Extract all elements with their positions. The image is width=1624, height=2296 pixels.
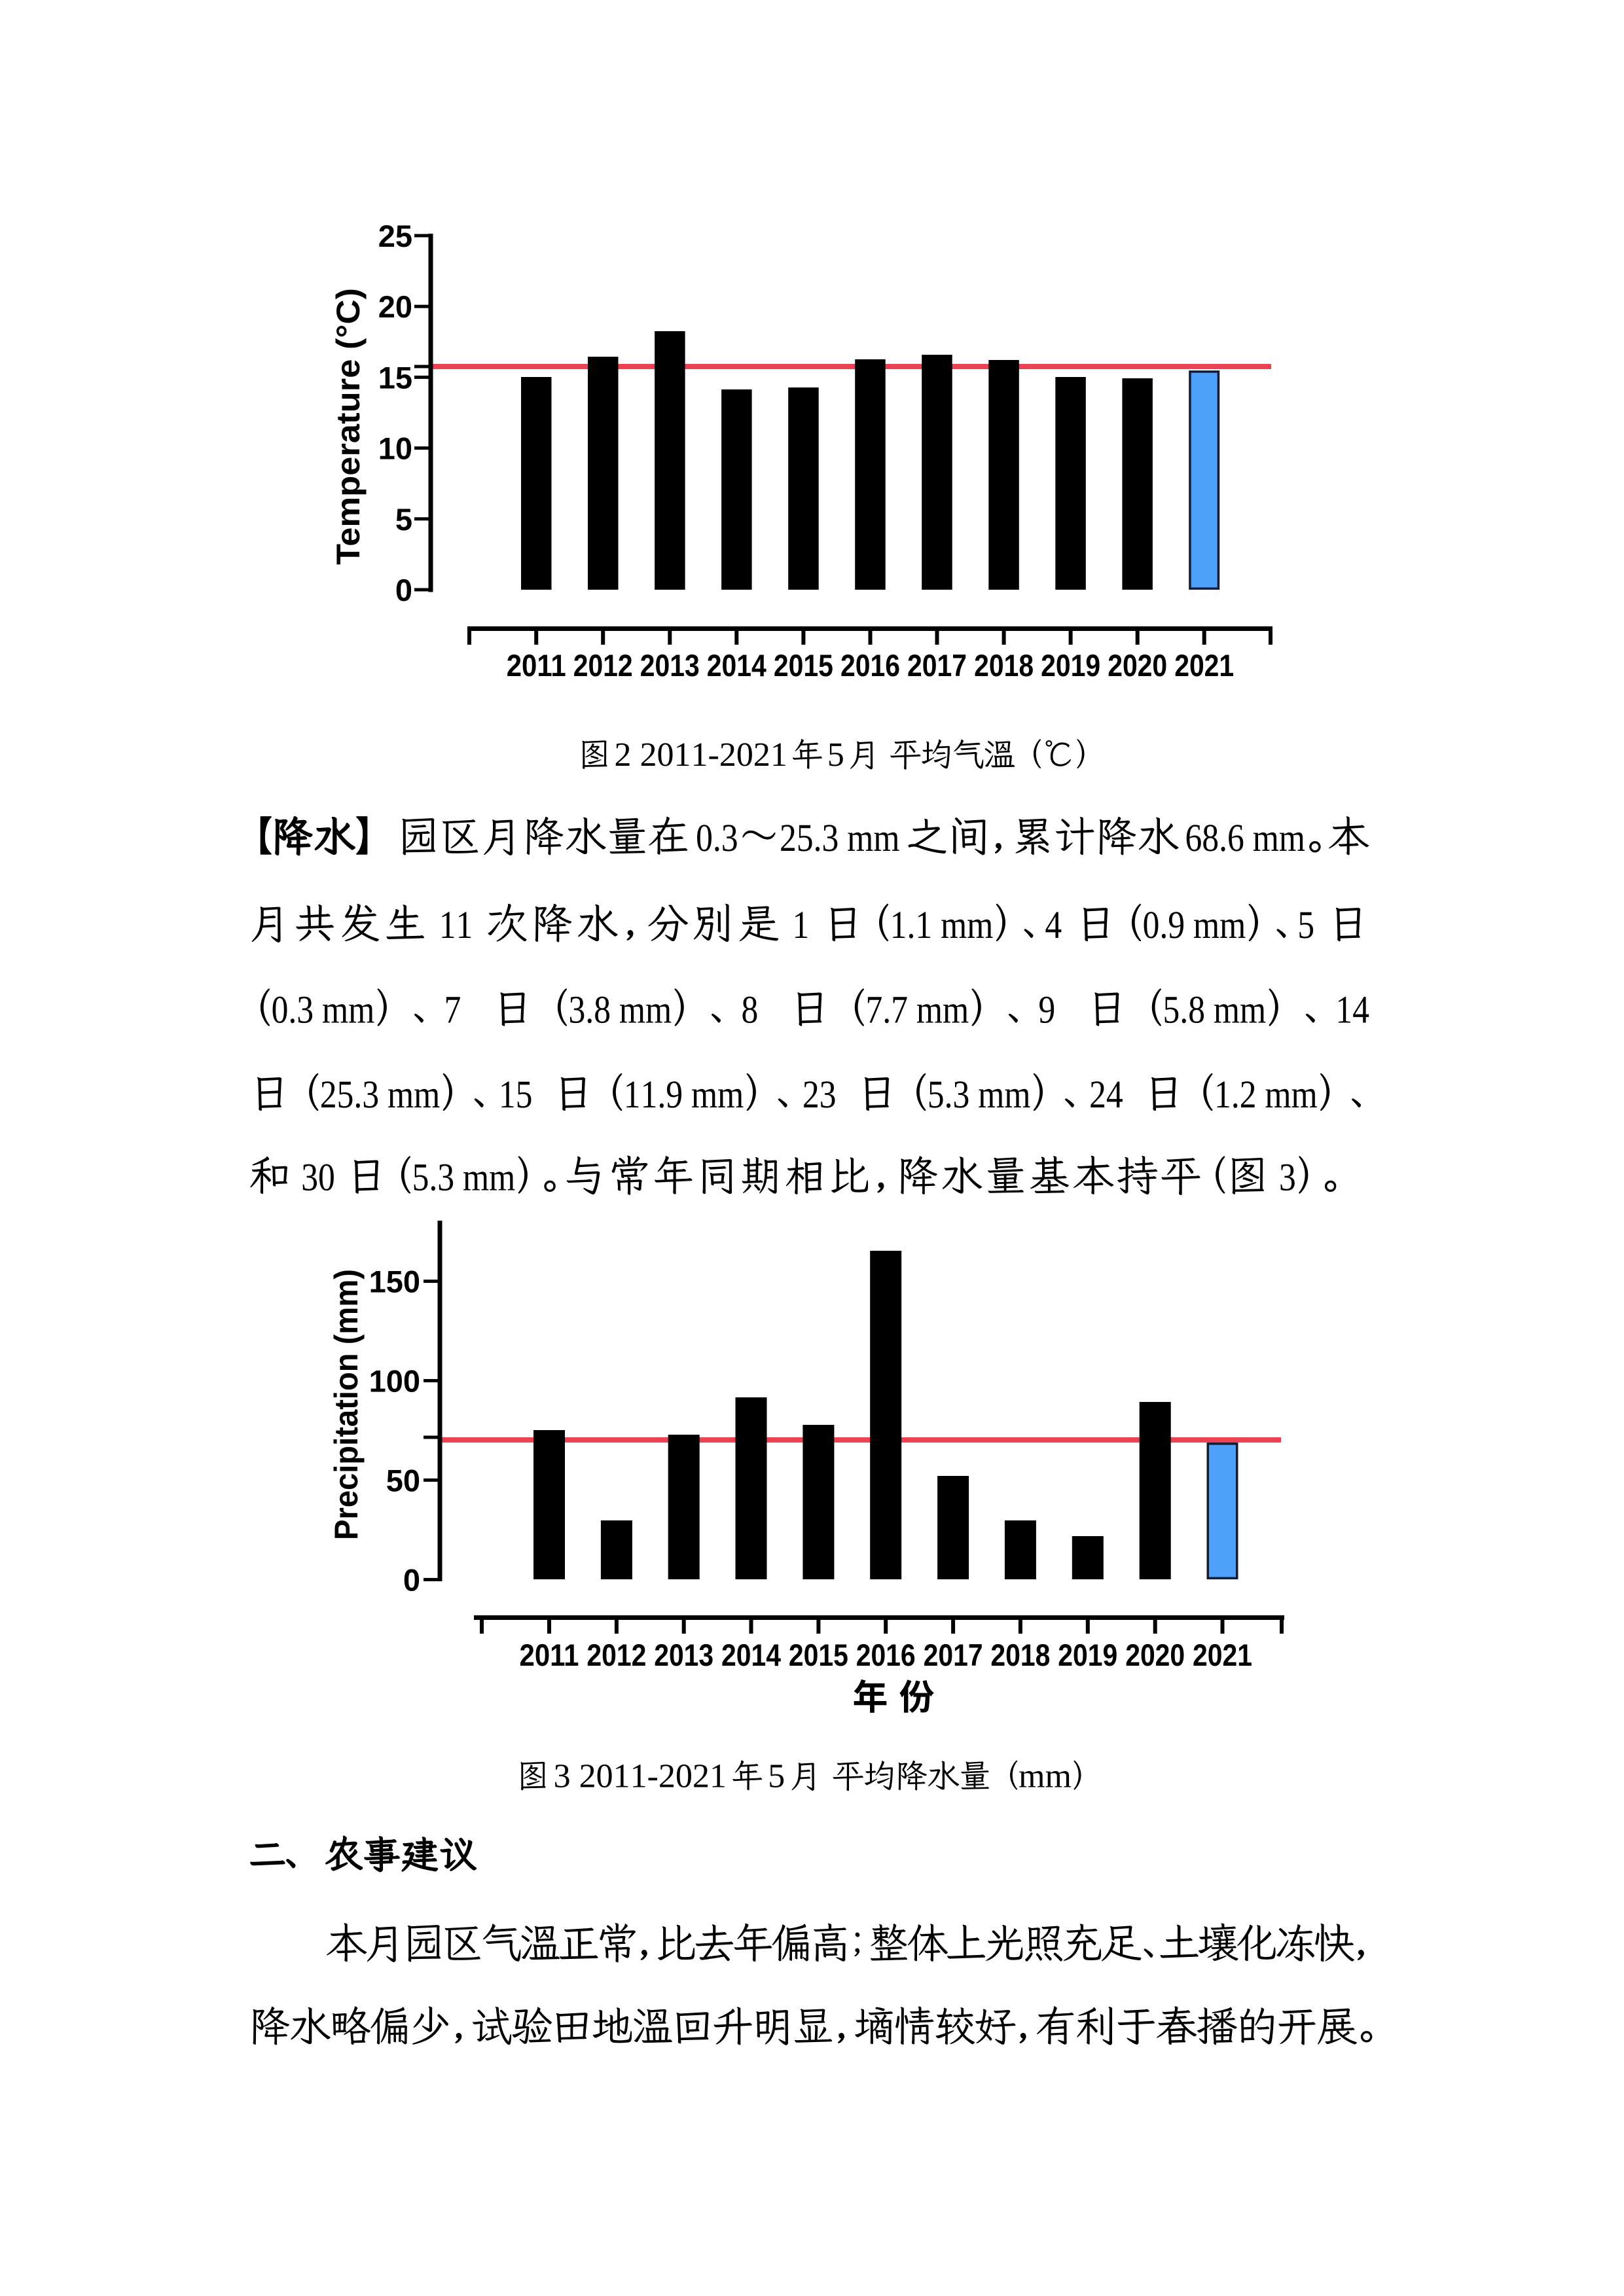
svg-text:0: 0 (403, 1562, 420, 1597)
svg-text:2021: 2021 (1193, 1638, 1252, 1672)
svg-text:150: 150 (369, 1265, 420, 1299)
svg-text:2016: 2016 (856, 1638, 916, 1672)
svg-text:Precipitation (mm): Precipitation (mm) (328, 1269, 365, 1540)
svg-text:10: 10 (378, 431, 412, 466)
svg-text:2014: 2014 (707, 648, 767, 683)
svg-text:2021: 2021 (1174, 648, 1234, 683)
svg-text:2016: 2016 (840, 648, 900, 683)
svg-text:2014: 2014 (721, 1638, 781, 1672)
svg-text:15: 15 (378, 360, 412, 395)
svg-text:Temperature (°C): Temperature (°C) (330, 288, 367, 565)
svg-text:2012: 2012 (586, 1638, 646, 1672)
svg-text:20: 20 (378, 289, 412, 324)
svg-text:2011: 2011 (507, 648, 566, 683)
svg-text:2015: 2015 (789, 1638, 848, 1672)
svg-text:2017: 2017 (907, 648, 967, 683)
svg-text:2019: 2019 (1058, 1638, 1117, 1672)
svg-text:5: 5 (395, 502, 412, 537)
svg-text:2018: 2018 (990, 1638, 1050, 1672)
svg-text:2020: 2020 (1108, 648, 1167, 683)
svg-text:50: 50 (386, 1463, 420, 1498)
svg-text:2015: 2015 (774, 648, 833, 683)
svg-text:2012: 2012 (573, 648, 633, 683)
svg-text:2019: 2019 (1041, 648, 1100, 683)
svg-text:2013: 2013 (654, 1638, 713, 1672)
svg-text:2020: 2020 (1125, 1638, 1185, 1672)
svg-text:2011: 2011 (520, 1638, 579, 1672)
svg-text:100: 100 (369, 1364, 420, 1399)
svg-text:2017: 2017 (924, 1638, 983, 1672)
svg-text:0: 0 (395, 573, 412, 607)
svg-text:2018: 2018 (974, 648, 1034, 683)
svg-text:25: 25 (378, 219, 412, 253)
svg-text:2013: 2013 (640, 648, 700, 683)
